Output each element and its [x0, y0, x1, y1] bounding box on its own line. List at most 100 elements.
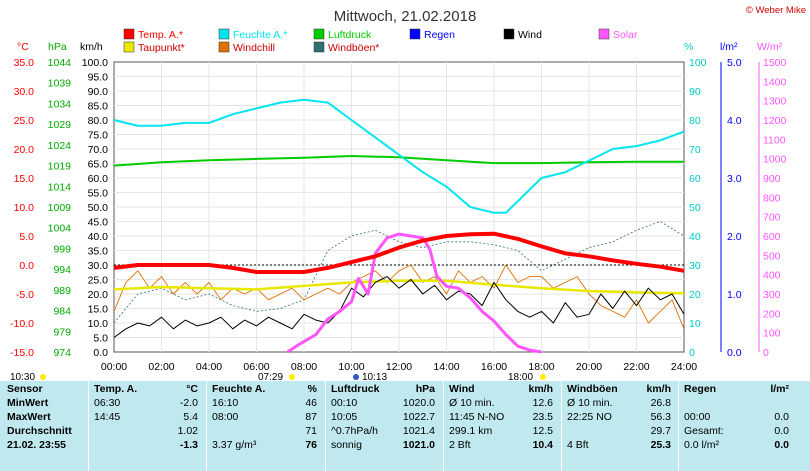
time-tick-label: 10:00	[338, 361, 364, 373]
table-cell-time: 08:00	[212, 411, 239, 423]
solar-tick-label: 300	[763, 289, 781, 301]
solar-tick-label: 900	[763, 173, 781, 185]
humidity-tick-label: 40	[689, 231, 701, 243]
sunrise-time: 07:29	[258, 372, 283, 381]
table-cell-time: 16:10	[212, 397, 239, 409]
table-header-unit: hPa	[415, 383, 435, 395]
pressure-tick-label: 984	[53, 306, 71, 318]
chart-title: Mittwoch, 21.02.2018	[334, 8, 477, 25]
table-header: Sensor	[7, 383, 43, 395]
table-cell-time: 10:05	[331, 411, 358, 423]
table-cell-time: Ø 10 min.	[449, 397, 495, 409]
legend-label: Taupunkt*	[138, 42, 185, 54]
table-header: Wind	[449, 383, 475, 395]
temp-tick-label: 15.0	[14, 173, 35, 185]
solar-tick-label: 1100	[763, 134, 786, 146]
table-cell-value: 1021.4	[402, 425, 435, 437]
table-row-label: 21.02. 23:55	[7, 439, 66, 451]
table-cell-value: 76	[305, 439, 317, 451]
series-luftdruck	[113, 155, 684, 167]
table-divider	[325, 381, 326, 471]
unit-pressure: hPa	[48, 41, 67, 53]
pressure-tick-label: 999	[53, 243, 71, 255]
table-header-unit: %	[307, 383, 317, 395]
solar-tick-label: 600	[763, 231, 781, 243]
legend-swatch	[598, 28, 610, 40]
solar-tick-label: 1300	[763, 96, 787, 108]
solar-tick-label: 1400	[763, 76, 787, 88]
table-cell-time: 3.37 g/m³	[212, 439, 257, 451]
weather-chart: Mittwoch, 21.02.2018 © Weber Mike °C hPa…	[10, 5, 806, 381]
table-row-label: Durchschnitt	[7, 425, 72, 437]
solar-tick-label: 1000	[763, 154, 787, 166]
table-header-unit: °C	[186, 383, 198, 395]
table-header-unit: km/h	[646, 383, 671, 395]
wind-tick-label: 90.0	[88, 86, 109, 98]
legend-swatch	[218, 28, 230, 40]
table-cell-value: 56.3	[650, 411, 671, 423]
series-taupunkt	[113, 279, 685, 295]
rain-tick-label: 4.0	[727, 115, 742, 127]
rain-tick-label: 2.0	[727, 231, 742, 243]
wind-tick-label: 25.0	[88, 275, 109, 287]
time-tick-label: 08:00	[291, 361, 317, 373]
unit-wind: km/h	[80, 41, 103, 53]
table-cell-value: 12.6	[532, 397, 553, 409]
time-tick-label: 22:00	[623, 361, 649, 373]
solar-tick-label: 400	[763, 270, 781, 282]
moonset-time: 10:13	[362, 372, 387, 381]
chart-grid	[113, 61, 685, 353]
pressure-tick-label: 1039	[48, 78, 72, 90]
pressure-tick-label: 1004	[48, 223, 72, 235]
pressure-tick-label: 1044	[48, 57, 72, 69]
table-cell-time: ^0.7hPa/h	[331, 425, 378, 437]
rain-tick-label: 1.0	[727, 289, 742, 301]
legend-swatch	[409, 28, 421, 40]
legend-swatch	[123, 28, 135, 40]
axis-ticks: 35.0 30.0 25.0 20.0 15.0 10.0 5.0 0.0 -5.0 -10.0 -…	[10, 57, 786, 373]
moonset-icon	[353, 374, 359, 380]
temp-tick-label: 20.0	[14, 144, 35, 156]
summary-table: Sensor Temp. A. °C Feuchte A.% Luftdruck hPa W…	[0, 381, 810, 471]
table-cell-value: 5.4	[183, 411, 198, 423]
temp-tick-label: 10.0	[14, 202, 35, 214]
wind-tick-label: 75.0	[88, 130, 109, 142]
humidity-tick-label: 80	[689, 115, 701, 127]
sunrise-icon	[289, 374, 295, 380]
wind-tick-label: 95.0	[88, 72, 109, 84]
table-cell-time: 14:45	[94, 411, 121, 423]
pressure-tick-label: 1024	[48, 140, 72, 152]
moonrise-time: 10:30	[10, 372, 35, 381]
table-cell-time: 22:25 NO	[567, 411, 612, 423]
table-cell-value: 12.5	[532, 425, 553, 437]
table-cell-value: 1.02	[177, 425, 198, 437]
wind-tick-label: 10.0	[88, 318, 109, 330]
time-tick-label: 14:00	[433, 361, 459, 373]
table-cell-value: 1022.7	[402, 411, 435, 423]
table-cell-value: 0.0	[774, 411, 789, 423]
table-divider	[443, 381, 444, 471]
table-cell-value: -1.3	[179, 439, 198, 451]
wind-tick-label: 45.0	[88, 217, 109, 229]
table-divider	[561, 381, 562, 471]
time-tick-label: 24:00	[671, 361, 697, 373]
table-cell-value: 1021.0	[402, 439, 435, 451]
wind-tick-label: 60.0	[88, 173, 109, 185]
unit-solar: W/m²	[757, 41, 783, 53]
wind-tick-label: 100.0	[82, 57, 108, 69]
solar-tick-label: 700	[763, 212, 781, 224]
time-tick-label: 02:00	[148, 361, 174, 373]
series-solar	[286, 232, 542, 354]
pressure-tick-label: 974	[53, 347, 71, 359]
temp-tick-label: 0.0	[19, 260, 34, 272]
table-header: Regen	[684, 383, 717, 395]
pressure-tick-label: 1009	[48, 202, 72, 214]
series-windchill	[113, 264, 685, 329]
pressure-tick-label: 1034	[48, 98, 72, 110]
table-header: Feuchte A.	[212, 383, 266, 395]
table-header-unit: l/m²	[770, 383, 789, 395]
legend-label: Wind	[518, 29, 542, 41]
table-header: Luftdruck	[331, 383, 380, 395]
humidity-tick-label: 10	[689, 318, 701, 330]
series-temp-a	[113, 231, 685, 274]
